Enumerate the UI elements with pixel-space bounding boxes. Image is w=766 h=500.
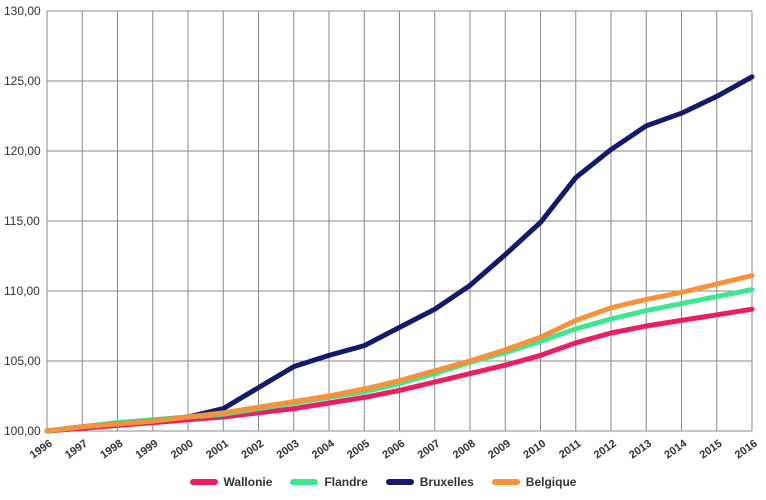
x-tick-label: 2011 <box>557 438 583 462</box>
x-tick-label: 2003 <box>275 438 302 462</box>
x-tick-label: 2016 <box>733 438 760 462</box>
x-tick-label: 2010 <box>521 438 548 462</box>
grid-lines <box>46 10 753 432</box>
legend-item-wallonie: Wallonie <box>189 475 273 489</box>
y-tick-label: 100,00 <box>4 424 41 438</box>
x-tick-label: 2013 <box>627 438 654 462</box>
legend-label-bruxelles: Bruxelles <box>419 475 474 489</box>
legend-swatch-wallonie <box>189 479 218 485</box>
x-tick-label: 2001 <box>204 438 231 462</box>
x-tick-label: 1999 <box>134 438 161 462</box>
x-tick-label: 2000 <box>169 438 196 462</box>
legend: Wallonie Flandre Bruxelles Belgique <box>0 472 766 492</box>
legend-label-flandre: Flandre <box>324 475 368 489</box>
x-tick-label: 2014 <box>662 437 690 461</box>
legend-label-belgique: Belgique <box>525 475 577 489</box>
x-axis-tick-labels: 1996 1997 1998 1999 2000 2001 2002 2003 2004 2005… <box>28 437 760 461</box>
legend-swatch-flandre <box>290 479 319 485</box>
x-tick-label: 2002 <box>239 438 266 462</box>
x-tick-label: 2012 <box>592 438 619 462</box>
legend-swatch-bruxelles <box>385 479 414 485</box>
legend-swatch-belgique <box>491 479 520 485</box>
y-tick-label: 130,00 <box>4 4 41 18</box>
legend-item-bruxelles: Bruxelles <box>385 475 474 489</box>
x-tick-label: 2004 <box>310 437 338 461</box>
legend-label-wallonie: Wallonie <box>223 475 273 489</box>
x-tick-label: 1998 <box>98 438 125 462</box>
y-tick-label: 115,00 <box>4 214 40 228</box>
x-tick-label: 2007 <box>416 438 443 462</box>
y-tick-label: 110,00 <box>4 284 40 298</box>
x-tick-label: 2008 <box>451 438 478 462</box>
x-tick-label: 1997 <box>63 438 90 462</box>
legend-item-belgique: Belgique <box>491 475 577 489</box>
y-tick-label: 120,00 <box>4 144 41 158</box>
x-tick-label: 2009 <box>486 438 513 462</box>
y-tick-label: 105,00 <box>4 354 41 368</box>
series-line-belgique <box>44 273 755 434</box>
x-tick-label: 2005 <box>345 438 372 462</box>
x-tick-label: 2006 <box>380 438 407 462</box>
series-lines <box>44 74 755 434</box>
x-tick-label: 2015 <box>698 438 725 462</box>
y-axis-tick-labels: 100,00 105,00 110,00 115,00 120,00 125,00 130,… <box>4 4 41 438</box>
x-tick-label: 1996 <box>28 438 55 462</box>
y-tick-label: 125,00 <box>4 74 41 88</box>
legend-item-flandre: Flandre <box>290 475 368 489</box>
